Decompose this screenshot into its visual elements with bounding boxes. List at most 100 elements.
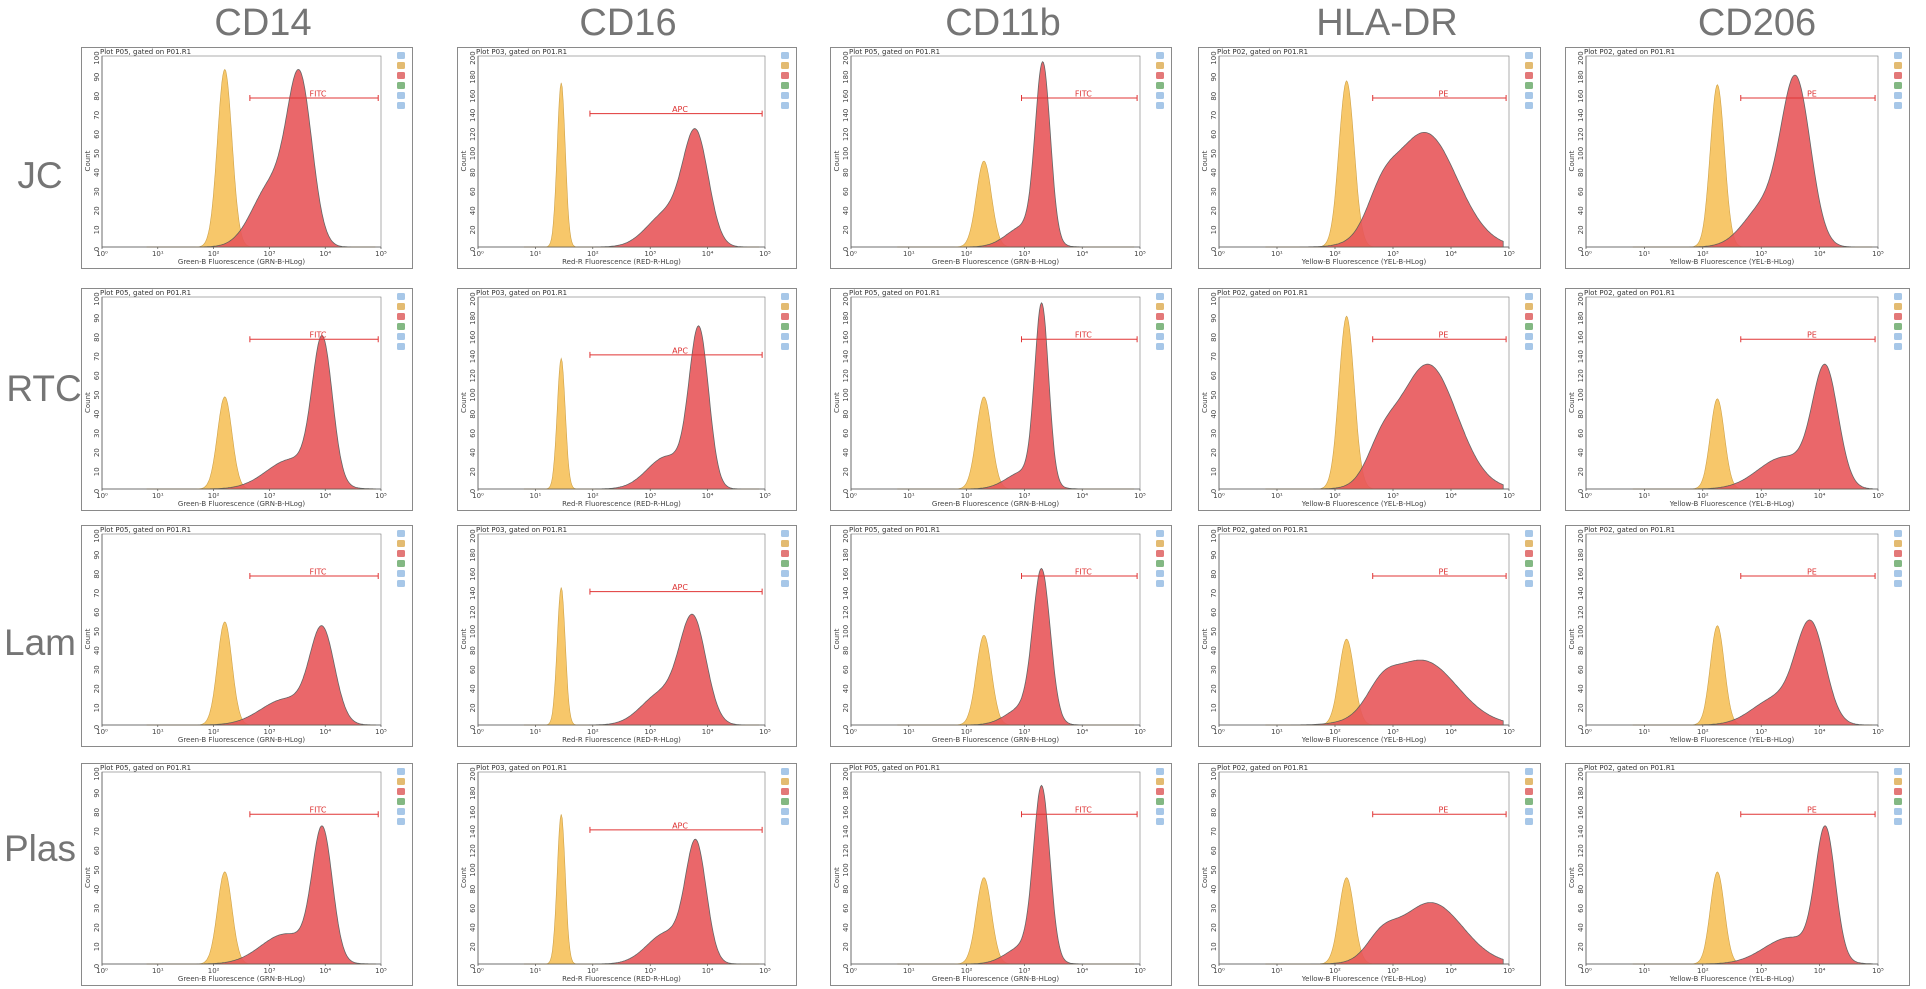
y-tick-label: 160: [1577, 90, 1585, 103]
x-tick-label: 10⁴: [702, 967, 714, 975]
histogram-svg: Plot P05, gated on P01.R1 0 20 40 60 80 100 120…: [833, 48, 1164, 266]
y-tick-label: 120: [1577, 606, 1585, 619]
color-icon: [1894, 550, 1902, 557]
control-histogram: [523, 82, 760, 248]
gate-label: PE: [1438, 90, 1448, 99]
copy-icon: [1156, 808, 1164, 815]
y-axis-label: Count: [833, 150, 841, 171]
gate-marker: [249, 573, 379, 580]
gate-label: FITC: [1075, 331, 1092, 340]
zoom-icon: [1894, 580, 1902, 587]
y-tick-label: 20: [1577, 467, 1585, 476]
gate-label: APC: [672, 583, 688, 592]
y-axis-label: Count: [1568, 867, 1576, 888]
plot-frame: [477, 771, 766, 965]
y-tick-label: 60: [842, 187, 850, 196]
y-tick-label: 40: [842, 206, 850, 215]
y-tick-label: 40: [1577, 448, 1585, 457]
stat-icon: [1894, 52, 1902, 59]
histogram-panel-lam-hla-dr: Plot P02, gated on P01.R1 0 10 20 30 40 50 60 70…: [1198, 525, 1541, 747]
gate-icon: [1156, 82, 1164, 89]
x-tick-label: 10⁵: [1134, 967, 1146, 975]
x-tick-label: 10⁰: [96, 250, 108, 258]
copy-icon: [1525, 333, 1533, 340]
y-tick-label: 160: [1577, 568, 1585, 581]
overlay-icon: [781, 303, 789, 310]
y-tick-label: 60: [469, 187, 477, 196]
x-tick-label: 10¹: [903, 492, 915, 500]
stain-histogram: [523, 128, 760, 248]
row-label-lam: Lam: [4, 622, 76, 663]
copy-icon: [781, 808, 789, 815]
zoom-icon: [1894, 102, 1902, 109]
plot-title: Plot P03, gated on P01.R1: [476, 289, 567, 297]
plot-frame: [101, 55, 382, 248]
y-axis-label: Count: [1201, 628, 1209, 649]
color-icon: [1156, 788, 1164, 795]
y-tick-label: 160: [469, 90, 477, 103]
y-tick-label: 200: [469, 529, 477, 542]
gate-label: APC: [672, 346, 688, 355]
gate-label: PE: [1807, 806, 1817, 815]
x-tick-label: 10³: [644, 492, 656, 500]
x-tick-label: 10¹: [530, 492, 542, 500]
x-tick-label: 10⁴: [1076, 250, 1088, 258]
x-tick-label: 10²: [587, 250, 599, 258]
y-tick-label: 20: [842, 225, 850, 234]
x-tick-label: 10²: [1697, 967, 1709, 975]
y-axis-label: Count: [833, 867, 841, 888]
plot-title: Plot P05, gated on P01.R1: [849, 526, 940, 534]
histogram-panel-rtc-cd16: Plot P03, gated on P01.R1 0 20 40 60 80 100 120…: [457, 288, 797, 511]
color-icon: [1156, 550, 1164, 557]
y-tick-label: 200: [842, 292, 850, 305]
plot-frame: [477, 296, 766, 490]
overlay-icon: [1525, 303, 1533, 310]
zoom-icon: [1156, 580, 1164, 587]
x-tick-label: 10⁴: [702, 492, 714, 500]
gate-icon: [397, 323, 405, 330]
x-tick-label: 10⁰: [96, 728, 108, 736]
y-axis-label: Count: [833, 392, 841, 413]
y-tick-label: 0: [469, 964, 477, 968]
x-tick-label: 10⁵: [759, 492, 771, 500]
overlay-icon: [1156, 303, 1164, 310]
y-tick-label: 60: [842, 904, 850, 913]
y-tick-label: 80: [1210, 808, 1218, 817]
y-tick-label: 70: [93, 352, 101, 361]
y-tick-label: 0: [1577, 247, 1585, 251]
x-tick-label: 10³: [1387, 967, 1399, 975]
gate-marker: [1021, 573, 1138, 580]
x-tick-label: 10¹: [1271, 250, 1283, 258]
y-tick-label: 60: [469, 429, 477, 438]
stain-histogram: [1632, 74, 1873, 248]
row-label-rtc: RTC: [6, 368, 82, 409]
x-tick-label: 10⁴: [1814, 728, 1826, 736]
y-tick-label: 40: [1210, 168, 1218, 177]
histogram-panel-lam-cd11b: Plot P05, gated on P01.R1 0 20 40 60 80 100 120…: [830, 525, 1172, 747]
y-tick-label: 20: [469, 703, 477, 712]
y-tick-label: 0: [1577, 964, 1585, 968]
stat-icon: [1525, 52, 1533, 59]
gate-label: APC: [672, 105, 688, 114]
y-tick-label: 80: [1577, 410, 1585, 419]
x-tick-label: 10³: [644, 250, 656, 258]
y-tick-label: 140: [469, 587, 477, 600]
x-axis-label: Green-B Fluorescence (GRN-B-HLog): [178, 736, 305, 744]
y-tick-label: 200: [842, 529, 850, 542]
x-tick-label: 10⁴: [1814, 967, 1826, 975]
y-tick-label: 140: [1577, 587, 1585, 600]
y-tick-label: 100: [93, 292, 101, 305]
zoom-icon: [781, 343, 789, 350]
copy-icon: [781, 333, 789, 340]
x-tick-label: 10⁵: [1134, 492, 1146, 500]
y-tick-label: 70: [93, 827, 101, 836]
overlay-icon: [781, 778, 789, 785]
histogram-panel-plas-cd11b: Plot P05, gated on P01.R1 0 20 40 60 80 100 120…: [830, 763, 1172, 986]
copy-icon: [781, 92, 789, 99]
y-tick-label: 180: [1577, 787, 1585, 800]
x-tick-label: 10²: [208, 967, 220, 975]
column-title-cd11b: CD11b: [945, 2, 1061, 44]
axis-lines: [850, 772, 1140, 965]
histogram-svg: Plot P03, gated on P01.R1 0 20 40 60 80 100 120…: [460, 289, 789, 508]
x-tick-label: 10⁰: [472, 492, 484, 500]
